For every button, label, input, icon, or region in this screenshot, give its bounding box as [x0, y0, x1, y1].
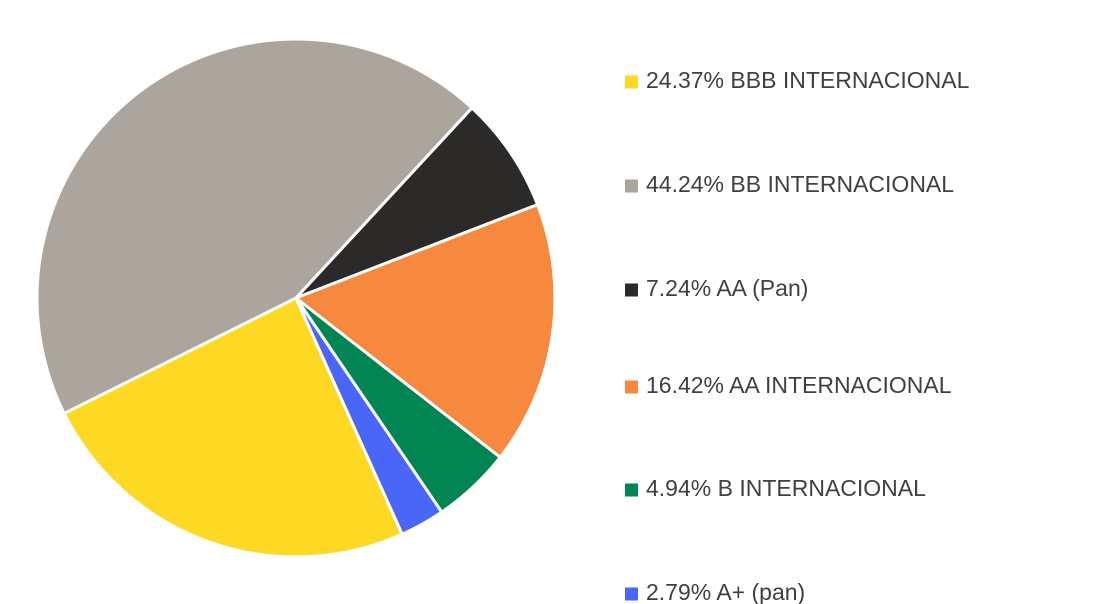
legend-swatch — [625, 380, 638, 394]
pie-slice — [294, 203, 557, 459]
legend-swatch — [625, 587, 638, 601]
legend-label: 44.24% BB INTERNACIONAL — [646, 171, 954, 197]
pie-slice — [294, 106, 540, 300]
legend-name: BB INTERNACIONAL — [730, 171, 954, 197]
pie-slice — [35, 37, 474, 415]
legend-swatch — [625, 283, 638, 297]
legend-name: AA INTERNACIONAL — [729, 372, 952, 398]
legend-value: 24.37% — [646, 67, 724, 93]
pie-slice — [294, 296, 444, 536]
legend-value: 16.42% — [646, 372, 724, 398]
legend-label: 24.37% BBB INTERNACIONAL — [646, 67, 970, 93]
legend-value: 4.94% — [646, 475, 711, 501]
legend-label: 7.24% AA (Pan) — [646, 275, 808, 301]
legend-name: A+ (pan) — [716, 579, 805, 604]
legend-label: 4.94% B INTERNACIONAL — [646, 475, 926, 501]
legend-value: 7.24% — [646, 275, 711, 301]
legend-label: 2.79% A+ (pan) — [646, 579, 805, 604]
legend-name: B INTERNACIONAL — [718, 475, 927, 501]
legend-value: 2.79% — [646, 579, 711, 604]
legend-name: BBB INTERNACIONAL — [730, 67, 969, 93]
legend-swatch — [625, 483, 638, 497]
pie-slice — [62, 296, 404, 559]
legend-swatch — [625, 75, 638, 89]
legend-label: 16.42% AA INTERNACIONAL — [646, 372, 952, 398]
legend-swatch — [625, 179, 638, 193]
legend-name: AA (Pan) — [716, 275, 808, 301]
legend-value: 44.24% — [646, 171, 724, 197]
